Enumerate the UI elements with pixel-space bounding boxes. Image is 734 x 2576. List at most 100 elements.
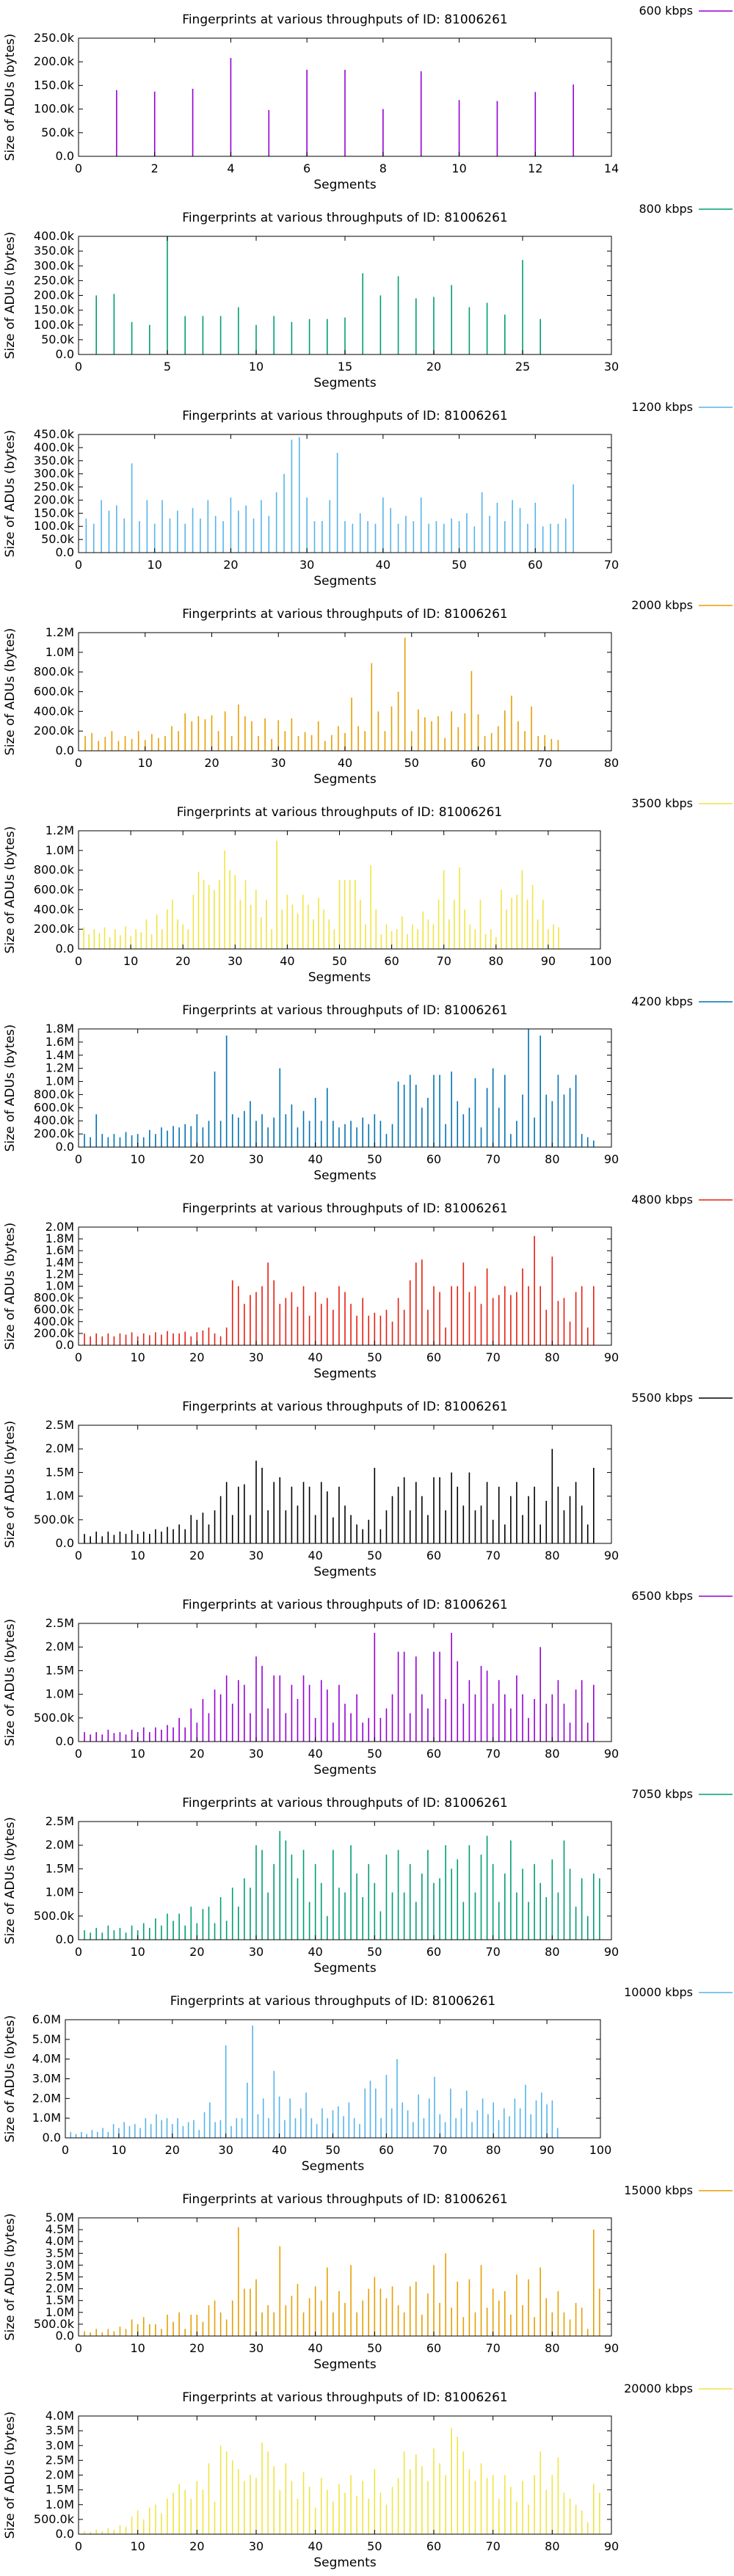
x-tick-label: 80 (486, 2143, 501, 2157)
y-tick-label: 200.0k (34, 1127, 75, 1140)
chart-title: Fingerprints at various throughputs of I… (182, 1003, 507, 1018)
y-axis-label: Size of ADUs (bytes) (3, 2412, 18, 2539)
y-tick-label: 0.0 (56, 347, 74, 361)
x-tick-label: 80 (545, 1549, 559, 1562)
y-tick-label: 100.0k (34, 102, 75, 116)
x-tick-label: 40 (308, 1152, 322, 1166)
y-tick-label: 0.0 (56, 2527, 74, 2541)
x-tick-label: 0 (75, 756, 82, 770)
y-tick-label: 150.0k (34, 303, 75, 317)
legend-label: 600 kbps (639, 4, 693, 18)
x-axis-label: Segments (313, 1168, 377, 1183)
x-tick-label: 60 (528, 558, 542, 572)
y-tick-label: 250.0k (34, 31, 75, 45)
y-tick-label: 250.0k (34, 273, 75, 287)
x-tick-label: 0 (75, 2341, 82, 2355)
y-tick-label: 350.0k (34, 454, 75, 467)
x-tick-label: 40 (272, 2143, 286, 2157)
x-tick-label: 10 (451, 161, 466, 175)
chart-svg: Fingerprints at various throughputs of I… (3, 4, 733, 192)
y-tick-label: 0.0 (56, 545, 74, 559)
x-tick-label: 8 (379, 161, 387, 175)
chart-panel: Fingerprints at various throughputs of I… (0, 991, 734, 1189)
x-tick-label: 80 (545, 1350, 559, 1364)
x-tick-label: 70 (485, 1152, 500, 1166)
legend-label: 2000 kbps (631, 598, 693, 612)
x-tick-label: 15 (338, 360, 352, 374)
y-tick-label: 500.0k (34, 1513, 75, 1527)
plot-frame (78, 1425, 612, 1544)
x-tick-label: 40 (308, 1747, 322, 1761)
y-axis-label: Size of ADUs (bytes) (3, 1817, 18, 1945)
chart-svg: Fingerprints at various throughputs of I… (3, 796, 733, 985)
x-tick-label: 30 (249, 1549, 264, 1562)
y-tick-label: 1.0M (46, 1489, 74, 1503)
y-tick-label: 1.0M (46, 2305, 74, 2319)
x-tick-label: 90 (604, 1747, 619, 1761)
chart-title: Fingerprints at various throughputs of I… (170, 1994, 495, 2009)
x-tick-label: 20 (223, 558, 238, 572)
y-axis-label: Size of ADUs (bytes) (3, 2213, 18, 2341)
x-tick-label: 70 (485, 2341, 500, 2355)
x-tick-label: 30 (299, 558, 314, 572)
chart-title: Fingerprints at various throughputs of I… (182, 2390, 507, 2405)
x-tick-label: 90 (604, 1350, 619, 1364)
chart-svg: Fingerprints at various throughputs of I… (3, 1787, 733, 1976)
y-axis-label: Size of ADUs (bytes) (3, 1619, 18, 1747)
x-tick-label: 90 (604, 1549, 619, 1562)
y-tick-label: 2.0M (46, 1441, 74, 1455)
y-tick-label: 2.5M (46, 1418, 74, 1432)
y-tick-label: 200.0k (34, 724, 75, 738)
y-tick-label: 250.0k (34, 480, 75, 494)
x-tick-label: 50 (367, 1350, 382, 1364)
x-tick-label: 60 (470, 756, 485, 770)
x-tick-label: 60 (384, 954, 399, 968)
x-tick-label: 50 (367, 2341, 382, 2355)
y-tick-label: 1.0M (32, 2111, 61, 2125)
chart-svg: Fingerprints at various throughputs of I… (3, 202, 733, 390)
x-tick-label: 0 (75, 558, 82, 572)
legend-label: 6500 kbps (631, 1589, 693, 1603)
y-tick-label: 1.0M (46, 843, 74, 857)
y-tick-label: 0.0 (56, 942, 74, 956)
x-tick-label: 60 (379, 2143, 393, 2157)
y-tick-label: 1.4M (46, 1048, 74, 1062)
y-tick-label: 3.5M (46, 2423, 74, 2437)
x-axis-label: Segments (302, 2159, 365, 2174)
x-tick-label: 10 (130, 2539, 145, 2553)
x-tick-label: 30 (249, 1945, 264, 1959)
x-tick-label: 10 (130, 1350, 145, 1364)
y-tick-label: 150.0k (34, 78, 75, 92)
y-tick-label: 1.5M (46, 2483, 74, 2497)
y-axis-label: Size of ADUs (bytes) (3, 34, 18, 161)
x-tick-label: 10 (130, 1747, 145, 1761)
chart-title: Fingerprints at various throughputs of I… (182, 1400, 507, 1414)
x-axis-label: Segments (313, 574, 377, 589)
y-tick-label: 0.0 (56, 743, 74, 757)
x-tick-label: 0 (75, 1549, 82, 1562)
y-tick-label: 400.0k (34, 704, 75, 718)
y-tick-label: 50.0k (41, 332, 75, 346)
y-tick-label: 800.0k (34, 665, 75, 679)
chart-svg: Fingerprints at various throughputs of I… (3, 400, 733, 589)
y-tick-label: 1.4M (46, 1255, 74, 1269)
x-tick-label: 100 (589, 954, 612, 968)
x-tick-label: 0 (75, 1152, 82, 1166)
x-tick-label: 60 (426, 1945, 441, 1959)
y-tick-label: 500.0k (34, 1909, 75, 1923)
x-axis-label: Segments (313, 2357, 377, 2372)
plot-frame (78, 1623, 612, 1742)
y-tick-label: 0.0 (56, 1734, 74, 1748)
x-tick-label: 30 (249, 2539, 264, 2553)
x-tick-label: 70 (432, 2143, 447, 2157)
x-tick-label: 90 (604, 1945, 619, 1959)
chart-panel: Fingerprints at various throughputs of I… (0, 2180, 734, 2378)
y-axis-label: Size of ADUs (bytes) (3, 1421, 18, 1549)
x-tick-label: 40 (280, 954, 294, 968)
y-tick-label: 4.5M (46, 2222, 74, 2236)
x-tick-label: 10 (138, 756, 153, 770)
x-tick-label: 80 (545, 2341, 559, 2355)
x-tick-label: 30 (249, 2341, 264, 2355)
legend-label: 1200 kbps (631, 400, 693, 414)
x-tick-label: 40 (338, 756, 352, 770)
